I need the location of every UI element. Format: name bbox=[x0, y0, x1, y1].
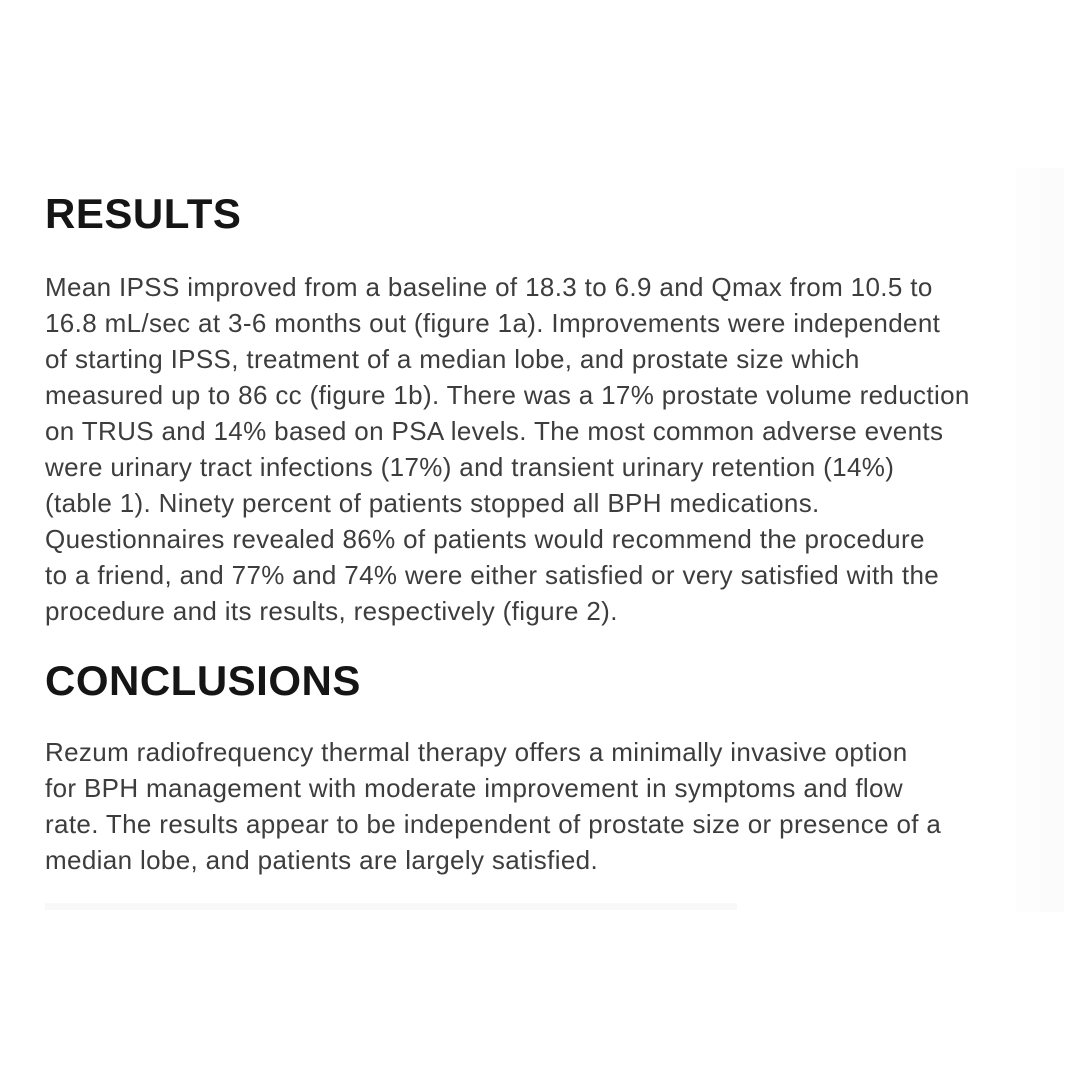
conclusions-heading: CONCLUSIONS bbox=[45, 657, 361, 704]
paragraph-line: on TRUS and 14% based on PSA levels. The… bbox=[45, 416, 944, 446]
page-edge-strip bbox=[1040, 168, 1064, 912]
divider-bar bbox=[45, 903, 737, 910]
results-heading: RESULTS bbox=[45, 190, 242, 237]
paragraph-line: Questionnaires revealed 86% of patients … bbox=[45, 524, 925, 554]
paragraph-line: measured up to 86 cc (figure 1b). There … bbox=[45, 380, 970, 410]
paragraph-line: median lobe, and patients are largely sa… bbox=[45, 845, 599, 875]
paragraph-line: procedure and its results, respectively … bbox=[45, 596, 618, 626]
paragraph-line: Rezum radiofrequency thermal therapy off… bbox=[45, 737, 908, 767]
paragraph-line: (table 1). Ninety percent of patients st… bbox=[45, 488, 820, 518]
paragraph-line: for BPH management with moderate improve… bbox=[45, 773, 903, 803]
paragraph-line: of starting IPSS, treatment of a median … bbox=[45, 344, 860, 374]
conclusions-paragraph: Rezum radiofrequency thermal therapy off… bbox=[45, 734, 1045, 878]
paragraph-line: rate. The results appear to be independe… bbox=[45, 809, 942, 839]
paragraph-line: 16.8 mL/sec at 3-6 months out (figure 1a… bbox=[45, 308, 941, 338]
paragraph-line: Mean IPSS improved from a baseline of 18… bbox=[45, 272, 933, 302]
paragraph-line: to a friend, and 77% and 74% were either… bbox=[45, 560, 940, 590]
results-paragraph: Mean IPSS improved from a baseline of 18… bbox=[45, 269, 1045, 629]
paragraph-line: were urinary tract infections (17%) and … bbox=[45, 452, 895, 482]
page-edge-strip bbox=[1016, 168, 1040, 912]
